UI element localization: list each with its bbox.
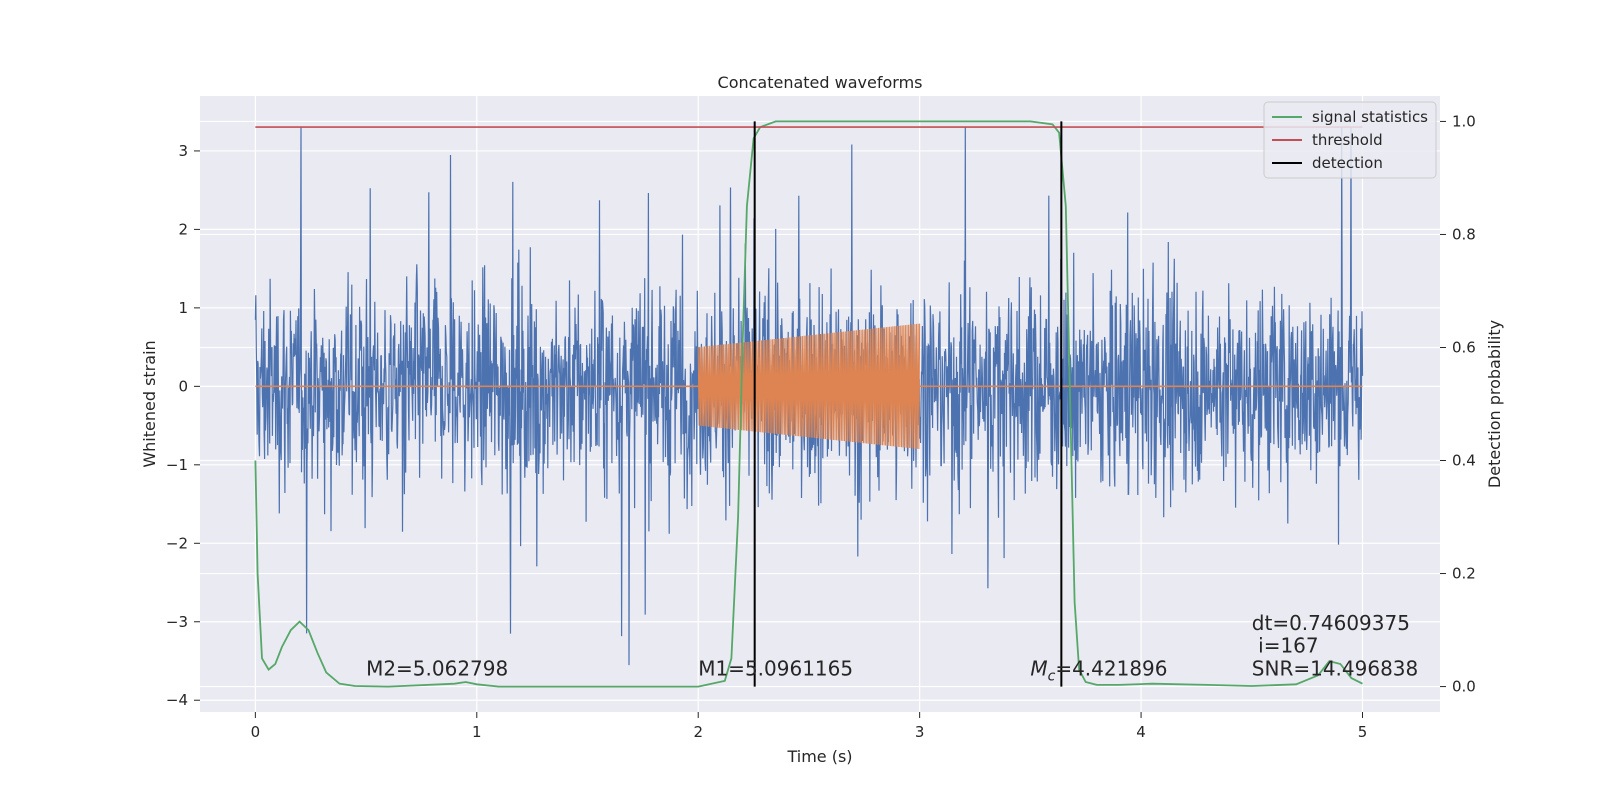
legend-label: signal statistics	[1312, 108, 1428, 126]
annotation-text: i=167	[1252, 634, 1319, 658]
y-tick-label-right: 0.2	[1452, 565, 1476, 583]
y-axis-label-left: Whitened strain	[140, 340, 159, 467]
annotations: M2=5.062798 M1=5.0961165 Mc=4.421896 dt=0.7…	[366, 611, 1418, 684]
y-axis-label-right: Detection probability	[1485, 320, 1504, 488]
y-tick-label-left: −1	[166, 456, 188, 474]
x-tick-label: 5	[1358, 723, 1368, 741]
y-tick-label-right: 0.8	[1452, 225, 1476, 243]
legend-label: detection	[1312, 154, 1383, 172]
x-tick-label: 4	[1136, 723, 1146, 741]
y-tick-label-left: 3	[178, 142, 188, 160]
y-tick-label-left: −2	[166, 534, 188, 552]
annotation-text: SNR=14.496838	[1252, 656, 1418, 680]
y-tick-label-right: 0.6	[1452, 338, 1476, 356]
x-axis-label: Time (s)	[786, 747, 852, 766]
y-tick-label-right: 0.4	[1452, 452, 1476, 470]
x-tick-label: 0	[251, 723, 261, 741]
injected-waveform-line	[697, 323, 921, 450]
x-tick-label: 3	[915, 723, 925, 741]
signal-statistics-line	[254, 120, 1363, 688]
annotation-text: dt=0.74609375	[1252, 611, 1410, 635]
y-tick-label-left: 2	[178, 220, 188, 238]
injected-waveform-layer	[255, 323, 1363, 450]
y-tick-label-left: −4	[166, 691, 188, 709]
y-tick-label-left: 0	[178, 377, 188, 395]
series-layer	[254, 120, 1363, 688]
y-tick-label-right: 1.0	[1452, 112, 1476, 130]
legend-box	[1263, 101, 1437, 179]
y-tick-label-left: −3	[166, 613, 188, 631]
legend-label: threshold	[1312, 131, 1383, 149]
chart-title: Concatenated waveforms	[718, 73, 923, 92]
legend: signal statistics threshold detection	[1263, 101, 1437, 179]
annotation-text: M1=5.0961165	[698, 656, 853, 680]
annotation-text: Mc=4.421896	[1030, 656, 1167, 684]
axis-ticks: 0 1 2 3 4 5 −4 −3 −2 −1 0 1 2 3 0.0 0.2 0.4 0.6 0.8 1.0	[166, 112, 1476, 741]
y-tick-label-right: 0.0	[1452, 678, 1476, 696]
y-tick-label-left: 1	[178, 299, 188, 317]
x-tick-label: 2	[693, 723, 703, 741]
annotation-text: M2=5.062798	[366, 656, 508, 680]
x-tick-label: 1	[472, 723, 482, 741]
